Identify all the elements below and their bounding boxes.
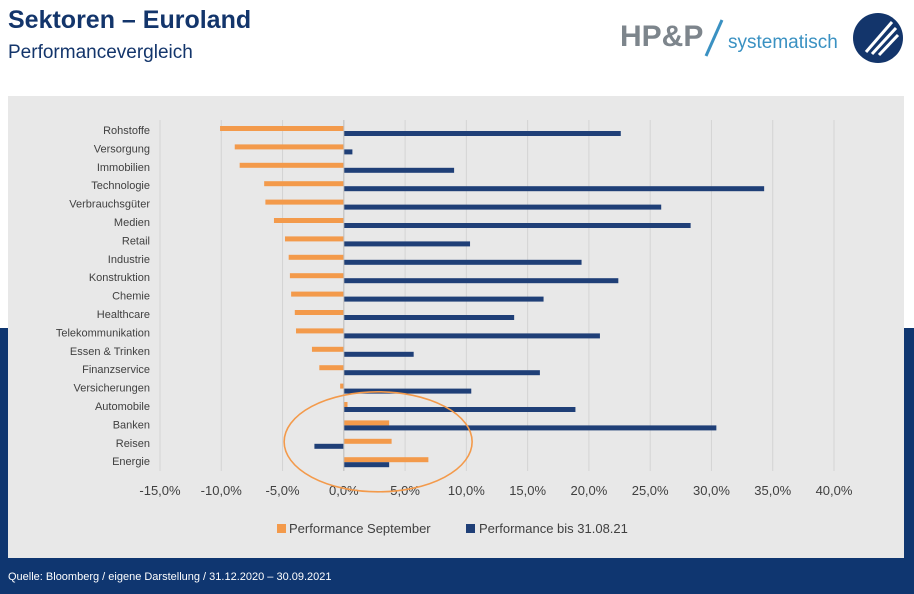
- category-label: Retail: [122, 235, 150, 247]
- bar-bis-31-08-21: [343, 186, 765, 192]
- bar-september: [234, 144, 344, 150]
- chart-panel: Rohstoffe Versorgung Immobilien Technologie…: [8, 96, 904, 558]
- category-label: Verbrauchsgüter: [69, 199, 150, 211]
- highlight-ellipse: [283, 390, 473, 493]
- bar-bis-31-08-21: [343, 131, 621, 136]
- page-title: Sektoren – Euroland: [8, 6, 252, 34]
- bar-september: [220, 126, 344, 131]
- category-label: Industrie: [108, 254, 150, 266]
- category-label: Automobile: [95, 401, 150, 413]
- bar-september: [291, 291, 344, 297]
- logo-slash-icon: [704, 19, 724, 57]
- bar-bis-31-08-21: [343, 167, 455, 173]
- bar-september: [284, 236, 344, 242]
- legend-swatch-bis-31-08-21: [466, 524, 475, 533]
- bar-september: [343, 420, 390, 426]
- category-label: Konstruktion: [89, 272, 150, 284]
- category-label: Healthcare: [97, 309, 150, 321]
- category-label: Technologie: [91, 180, 150, 192]
- category-label: Rohstoffe: [103, 125, 150, 137]
- bar-bis-31-08-21: [343, 370, 540, 376]
- x-tick-label: 15,0%: [509, 483, 546, 498]
- bar-september: [311, 346, 344, 352]
- bar-september: [343, 457, 429, 463]
- x-tick-label: 30,0%: [693, 483, 730, 498]
- bar-september: [288, 254, 344, 260]
- x-tick-label: 20,0%: [570, 483, 607, 498]
- bar-september: [294, 310, 344, 315]
- bar-september: [343, 438, 392, 444]
- x-tick-label: 25,0%: [632, 483, 669, 498]
- bar-september: [264, 181, 344, 187]
- category-label: Telekommunikation: [56, 327, 150, 339]
- category-label: Versicherungen: [74, 383, 150, 395]
- bar-bis-31-08-21: [343, 241, 471, 247]
- bar-bis-31-08-21: [343, 462, 390, 468]
- bar-september: [343, 402, 348, 407]
- page-subtitle: Performancevergleich: [8, 42, 193, 63]
- category-label: Essen & Trinken: [70, 346, 150, 358]
- bar-bis-31-08-21: [343, 278, 619, 284]
- bar-bis-31-08-21: [343, 425, 717, 431]
- x-tick-label: 35,0%: [754, 483, 791, 498]
- category-label: Versorgung: [94, 143, 150, 155]
- bar-september: [319, 365, 344, 371]
- x-tick-label: -5,0%: [266, 483, 300, 498]
- x-tick-label: 10,0%: [448, 483, 485, 498]
- bar-bis-31-08-21: [343, 407, 576, 412]
- bar-september: [340, 383, 344, 389]
- category-label: Immobilien: [97, 162, 150, 174]
- bar-bis-31-08-21: [343, 296, 544, 302]
- category-label: Reisen: [116, 438, 150, 450]
- bar-bis-31-08-21: [343, 223, 691, 228]
- bar-bis-31-08-21: [343, 333, 600, 339]
- bar-september: [265, 199, 344, 205]
- sector-performance-chart: Rohstoffe Versorgung Immobilien Technologie…: [56, 120, 853, 536]
- bar-september: [289, 273, 344, 279]
- bar-bis-31-08-21: [343, 388, 472, 394]
- bar-bis-31-08-21: [343, 204, 662, 210]
- bar-september: [296, 328, 344, 334]
- category-label: Energie: [112, 456, 150, 468]
- bar-bis-31-08-21: [343, 351, 414, 357]
- category-label: Finanzservice: [82, 364, 150, 376]
- bar-bis-31-08-21: [343, 315, 515, 320]
- bar-september: [273, 218, 344, 223]
- logo-brand-text: HP&P: [620, 20, 704, 53]
- bar-bis-31-08-21: [343, 149, 353, 155]
- x-tick-label: 40,0%: [816, 483, 853, 498]
- logo-mark-icon: [853, 13, 903, 63]
- legend-label-september: Performance September: [289, 521, 431, 536]
- bar-bis-31-08-21: [314, 443, 344, 449]
- logo-tagline: systematisch: [728, 32, 838, 53]
- footer-source: Quelle: Bloomberg / eigene Darstellung /…: [8, 571, 332, 583]
- legend-label-bis-31-08-21: Performance bis 31.08.21: [479, 521, 628, 536]
- legend-swatch-september: [277, 524, 286, 533]
- x-tick-label: -15,0%: [139, 483, 181, 498]
- bar-bis-31-08-21: [343, 259, 582, 265]
- category-label: Chemie: [112, 291, 150, 303]
- bar-september: [239, 162, 344, 168]
- category-label: Medien: [114, 217, 150, 229]
- category-label: Banken: [113, 419, 150, 431]
- x-tick-label: -10,0%: [201, 483, 243, 498]
